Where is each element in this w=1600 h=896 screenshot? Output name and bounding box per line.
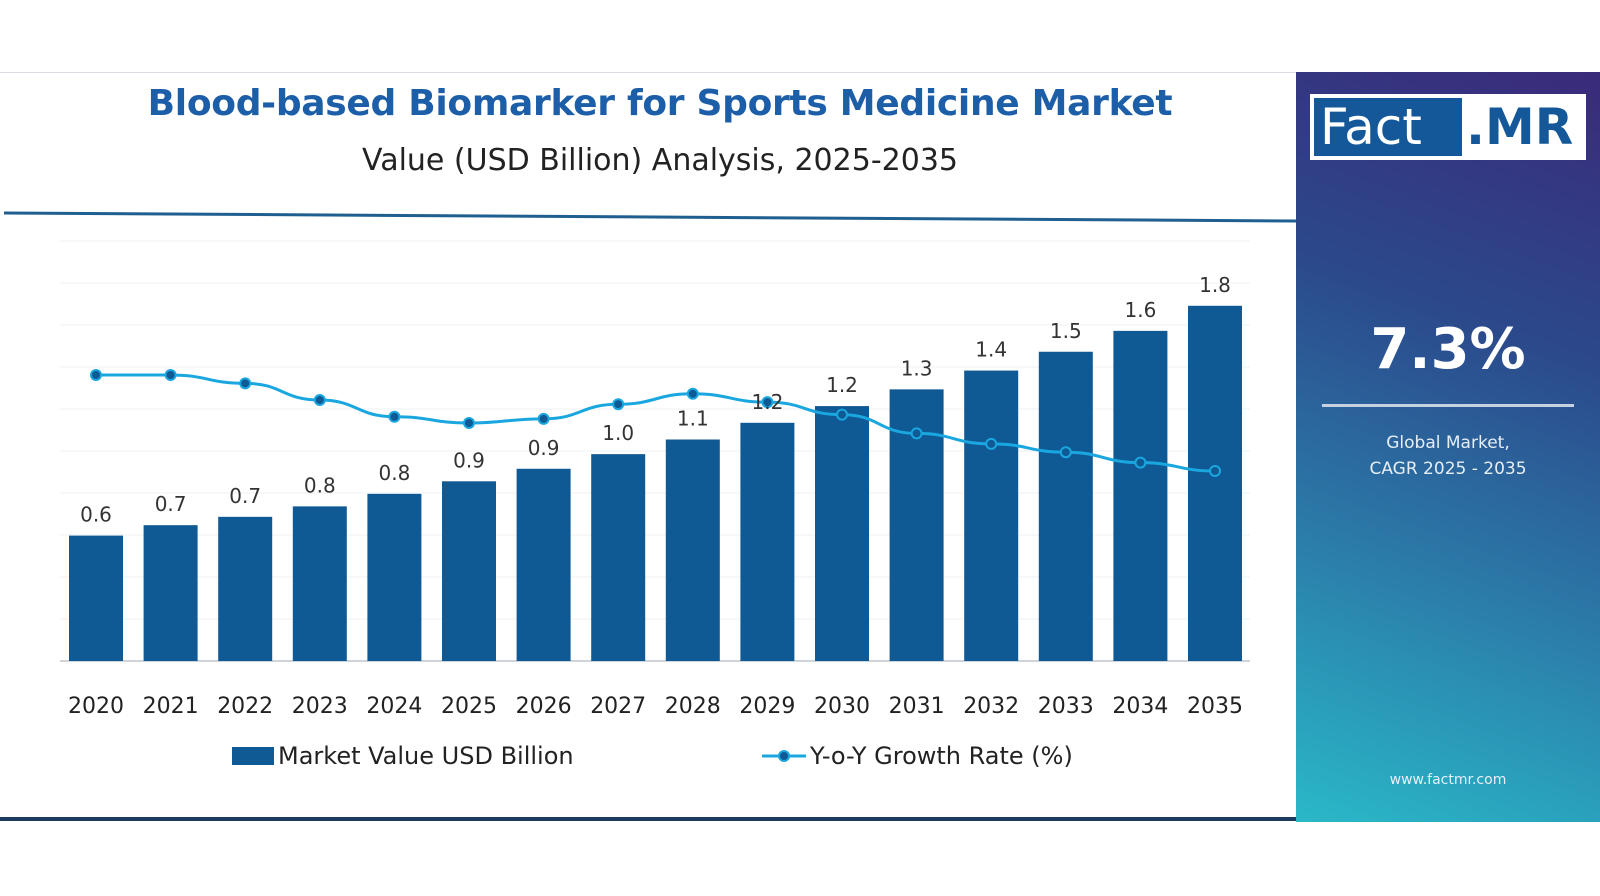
growth-point (388, 410, 401, 423)
growth-point (910, 427, 923, 440)
bar (1188, 305, 1242, 661)
bar-value-label: 0.9 (453, 448, 485, 472)
bar (218, 516, 273, 661)
bar-value-label: 0.9 (528, 436, 560, 460)
x-tick-label: 2028 (665, 694, 721, 719)
x-tick-label: 2020 (68, 694, 124, 719)
website-link[interactable]: www.factmr.com (1389, 772, 1507, 788)
bar (143, 525, 198, 661)
growth-point (90, 369, 102, 381)
x-tick-label: 2026 (516, 694, 572, 719)
bar-value-label: 1.6 (1124, 298, 1156, 322)
growth-point (836, 408, 848, 421)
bar-value-label: 1.1 (677, 407, 709, 431)
growth-point (686, 387, 699, 400)
infographic-card: Blood-based Biomarker for Sports Medicin… (0, 72, 1600, 823)
x-tick-label: 2033 (1038, 694, 1094, 719)
chart-panel: Blood-based Biomarker for Sports Medicin… (0, 72, 1296, 823)
bar (292, 506, 347, 661)
logo-mr-text: .MR (1466, 98, 1574, 156)
bar (516, 468, 571, 661)
data-labels: 0.6 0.7 0.7 0.8 0.8 0.9 0.9 1.0 1.1 1.2 1.2 1.3 1.4 1… (80, 273, 1231, 527)
cagr-label-line2: CAGR 2025 - 2035 (1369, 459, 1527, 479)
bar-value-label: 1.4 (975, 338, 1007, 362)
x-tick-label: 2034 (1112, 694, 1168, 719)
x-tick-label: 2022 (217, 694, 273, 719)
growth-line (90, 369, 1221, 477)
cagr-label: Global Market, CAGR 2025 - 2035 (1296, 430, 1600, 482)
bar (964, 370, 1019, 661)
bar-value-label: 1.8 (1199, 273, 1231, 297)
growth-point (164, 369, 177, 381)
growth-point (612, 398, 625, 411)
chart-title: Blood-based Biomarker for Sports Medicin… (147, 83, 1173, 124)
bar-value-label: 0.8 (378, 461, 410, 485)
growth-point (463, 417, 475, 429)
logo-fact-text: Fact (1314, 98, 1462, 156)
bar (367, 493, 422, 661)
header-divider (3, 211, 1296, 223)
legend-line-marker (778, 750, 790, 762)
bar (740, 422, 795, 661)
x-tick-label: 2035 (1187, 694, 1243, 719)
growth-point (761, 396, 774, 409)
bar (69, 535, 123, 661)
factmr-logo: Fact .MR (1310, 94, 1586, 160)
bar (1113, 330, 1168, 661)
bar-value-label: 1.2 (751, 390, 783, 414)
x-tick-label: 2032 (963, 694, 1019, 719)
bar-value-label: 1.0 (602, 421, 634, 445)
x-tick-label: 2029 (739, 694, 795, 719)
growth-point (1209, 465, 1221, 477)
bar (1038, 351, 1093, 661)
bar-value-label: 1.2 (826, 373, 858, 397)
x-tick-label: 2025 (441, 694, 497, 719)
bar (442, 481, 496, 661)
legend-line-label: Y-o-Y Growth Rate (%) (809, 742, 1073, 770)
bar (665, 439, 720, 661)
cagr-value: 7.3% (1370, 317, 1526, 382)
bottom-border (0, 817, 1296, 821)
x-tick-label: 2030 (814, 694, 870, 719)
legend: Market Value USD Billion Y-o-Y Growth Ra… (232, 742, 1073, 770)
x-tick-label: 2021 (143, 694, 199, 719)
growth-point (985, 437, 998, 450)
cagr-panel: Fact .MR 7.3% Global Market, CAGR 2025 -… (1296, 72, 1600, 822)
legend-bar-label: Market Value USD Billion (278, 742, 574, 770)
bar-value-label: 0.7 (229, 484, 261, 508)
cagr-divider (1322, 404, 1574, 407)
x-tick-label: 2027 (590, 694, 646, 719)
bar-value-label: 1.3 (901, 356, 933, 380)
bar (815, 406, 869, 661)
x-tick-label: 2024 (366, 694, 422, 719)
bar-value-label: 1.5 (1050, 319, 1082, 343)
growth-point (537, 412, 550, 425)
chart-area: 0.6 0.7 0.7 0.8 0.8 0.9 0.9 1.0 1.1 1.2 1.2 1.3 1.4 1… (3, 211, 1296, 770)
bar-value-label: 0.7 (155, 492, 187, 516)
growth-point (313, 394, 326, 407)
legend-bar-swatch (232, 747, 274, 765)
growth-point (239, 377, 252, 390)
x-axis-ticks: 2020 2021 2022 2023 2024 2025 2026 2027 2028 2029… (68, 694, 1243, 719)
growth-point (1059, 446, 1072, 459)
bar-value-label: 0.6 (80, 503, 112, 527)
cagr-label-line1: Global Market, (1386, 433, 1510, 453)
chart-subtitle: Value (USD Billion) Analysis, 2025-2035 (362, 143, 958, 178)
bars (69, 305, 1242, 661)
bar (591, 454, 646, 661)
growth-point (1134, 456, 1147, 469)
growth-line-path (96, 373, 1216, 473)
x-tick-label: 2031 (889, 694, 945, 719)
x-tick-label: 2023 (292, 694, 348, 719)
bar-value-label: 0.8 (304, 473, 336, 497)
